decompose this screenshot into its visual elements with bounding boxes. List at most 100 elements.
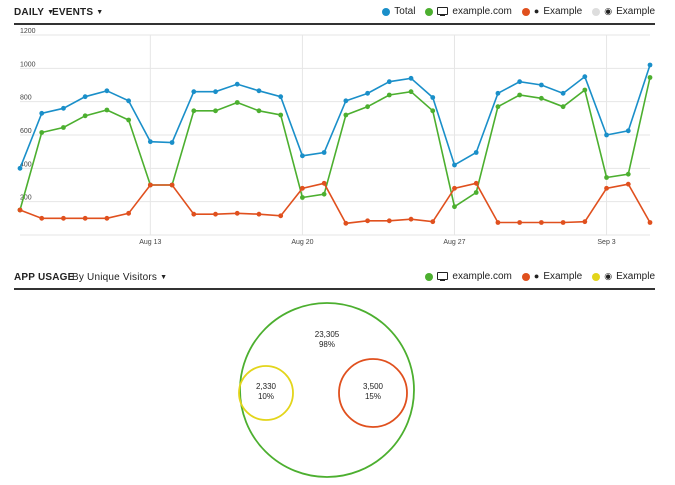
data-point[interactable] <box>408 89 414 95</box>
data-point[interactable] <box>300 195 305 200</box>
data-point[interactable] <box>234 210 240 216</box>
data-point[interactable] <box>213 211 218 217</box>
data-point[interactable] <box>82 215 88 221</box>
visitor-filter-dropdown[interactable]: By Unique Visitors ▼ <box>72 272 167 283</box>
data-point[interactable] <box>538 82 544 88</box>
data-point[interactable] <box>343 98 349 104</box>
data-point[interactable] <box>234 81 240 87</box>
data-point[interactable] <box>365 218 370 224</box>
data-point[interactable] <box>647 220 653 225</box>
data-point[interactable] <box>147 139 153 145</box>
data-point[interactable] <box>17 207 23 213</box>
data-point[interactable] <box>495 220 501 225</box>
data-point[interactable] <box>169 140 175 145</box>
data-point[interactable] <box>321 150 327 155</box>
data-point[interactable] <box>126 117 132 123</box>
data-point[interactable] <box>538 220 544 225</box>
data-point[interactable] <box>278 94 284 100</box>
data-point[interactable] <box>61 215 66 221</box>
data-point[interactable] <box>430 219 436 225</box>
data-point[interactable] <box>256 88 262 94</box>
data-point[interactable] <box>560 220 566 225</box>
series-color-dot <box>382 7 391 16</box>
data-point[interactable] <box>343 220 349 226</box>
data-point[interactable] <box>278 112 284 118</box>
usage-legend-item-ios[interactable]: ● Example <box>521 271 582 282</box>
data-point[interactable] <box>365 90 370 96</box>
data-point[interactable] <box>604 185 609 191</box>
data-point[interactable] <box>452 204 457 210</box>
data-point[interactable] <box>104 107 110 113</box>
data-point[interactable] <box>191 108 197 114</box>
data-point[interactable] <box>191 211 197 217</box>
data-point[interactable] <box>582 87 588 93</box>
data-point[interactable] <box>647 62 653 68</box>
data-point[interactable] <box>408 75 414 81</box>
data-point[interactable] <box>495 104 501 110</box>
data-point[interactable] <box>147 182 153 188</box>
data-point[interactable] <box>256 108 262 114</box>
data-point[interactable] <box>365 104 370 110</box>
data-point[interactable] <box>517 79 523 85</box>
data-point[interactable] <box>39 110 45 116</box>
data-point[interactable] <box>82 94 88 100</box>
period-dropdown[interactable]: DAILY ▼ <box>14 7 54 18</box>
data-point[interactable] <box>495 90 501 96</box>
data-point[interactable] <box>104 215 110 221</box>
data-point[interactable] <box>300 185 305 191</box>
data-point[interactable] <box>582 74 588 80</box>
venn-circle-1[interactable] <box>338 358 408 428</box>
data-point[interactable] <box>39 215 45 221</box>
data-point[interactable] <box>17 165 23 171</box>
data-point[interactable] <box>61 125 66 130</box>
metric-dropdown[interactable]: EVENTS ▼ <box>52 7 103 18</box>
data-point[interactable] <box>126 98 132 104</box>
data-point[interactable] <box>560 90 566 96</box>
data-point[interactable] <box>169 182 175 188</box>
data-point[interactable] <box>517 92 523 98</box>
data-point[interactable] <box>538 95 544 101</box>
data-point[interactable] <box>213 108 218 114</box>
data-point[interactable] <box>82 113 88 119</box>
data-point[interactable] <box>582 219 588 225</box>
data-point[interactable] <box>473 180 479 186</box>
usage-legend-item-web[interactable]: example.com <box>425 271 512 282</box>
data-point[interactable] <box>191 89 197 95</box>
data-point[interactable] <box>517 220 523 225</box>
data-point[interactable] <box>213 89 218 95</box>
usage-legend-item-android[interactable]: ◉ Example <box>592 271 655 282</box>
legend-item-android[interactable]: ◉ Example <box>592 6 655 17</box>
data-point[interactable] <box>430 108 436 114</box>
data-point[interactable] <box>452 162 457 168</box>
data-point[interactable] <box>452 185 457 191</box>
data-point[interactable] <box>560 104 566 110</box>
data-point[interactable] <box>604 175 609 180</box>
data-point[interactable] <box>61 105 66 111</box>
data-point[interactable] <box>256 211 262 217</box>
data-point[interactable] <box>386 79 392 85</box>
data-point[interactable] <box>473 150 479 155</box>
data-point[interactable] <box>343 112 349 118</box>
data-point[interactable] <box>321 180 327 186</box>
data-point[interactable] <box>300 153 305 159</box>
data-point[interactable] <box>604 132 609 138</box>
legend-item-web[interactable]: example.com <box>425 6 512 17</box>
data-point[interactable] <box>625 128 631 134</box>
data-point[interactable] <box>321 191 327 197</box>
data-point[interactable] <box>430 95 436 100</box>
data-point[interactable] <box>386 92 392 98</box>
data-point[interactable] <box>408 216 414 222</box>
data-point[interactable] <box>386 218 392 224</box>
data-point[interactable] <box>234 100 240 105</box>
data-point[interactable] <box>625 171 631 177</box>
data-point[interactable] <box>126 210 132 216</box>
data-point[interactable] <box>473 190 479 195</box>
venn-circle-2[interactable] <box>238 365 294 421</box>
data-point[interactable] <box>625 181 631 187</box>
legend-item-ios[interactable]: ● Example <box>521 6 582 17</box>
data-point[interactable] <box>278 213 284 219</box>
data-point[interactable] <box>104 88 110 94</box>
legend-item-total[interactable]: Total <box>382 6 415 17</box>
data-point[interactable] <box>39 130 45 135</box>
data-point[interactable] <box>647 75 653 80</box>
